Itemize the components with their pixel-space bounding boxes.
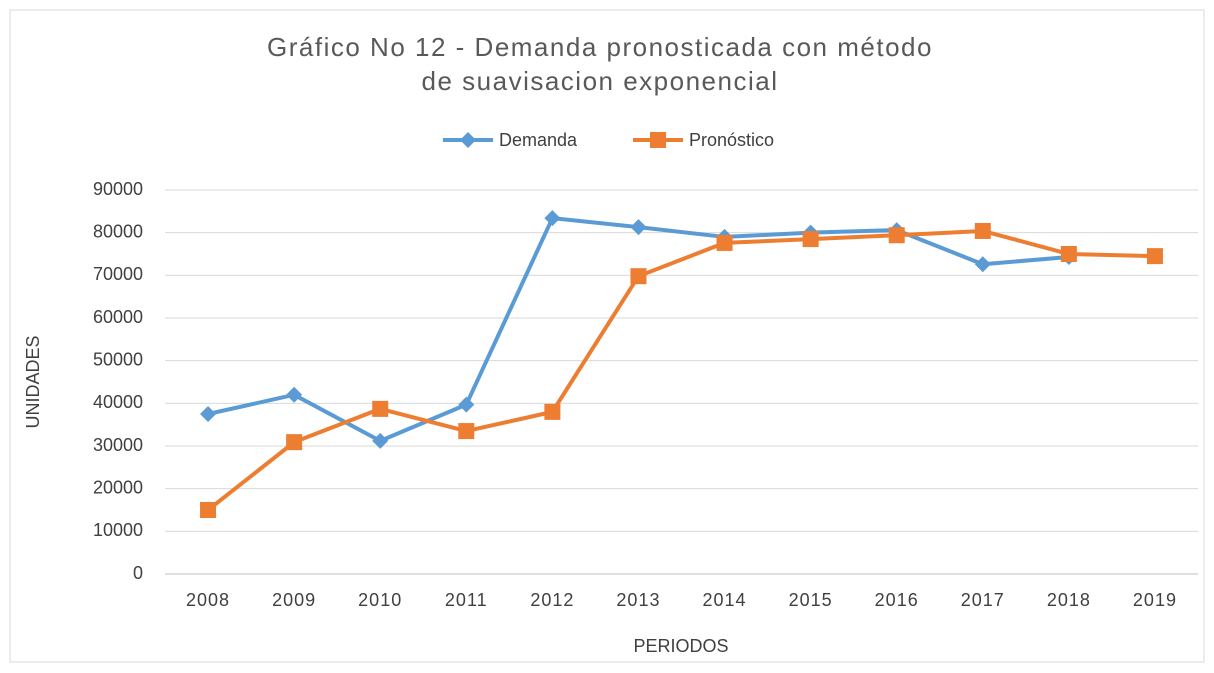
y-tick-label: 40000 (93, 392, 143, 412)
y-tick-label: 0 (133, 563, 143, 583)
data-point (974, 222, 991, 239)
chart-border (9, 9, 1205, 663)
data-point (630, 219, 647, 236)
data-point (372, 400, 389, 417)
data-point (802, 231, 819, 248)
x-tick-label: 2008 (186, 590, 230, 610)
data-point (716, 234, 733, 251)
y-tick-label: 20000 (93, 477, 143, 497)
x-tick-label: 2015 (789, 590, 833, 610)
chart-title: Gráfico No 12 - Demanda pronosticada con… (267, 32, 933, 96)
x-tick-label: 2011 (445, 590, 488, 610)
data-point (888, 227, 905, 244)
data-point (630, 268, 647, 285)
data-point (458, 423, 475, 440)
data-point (372, 432, 389, 449)
legend-marker (460, 132, 476, 148)
legend-label: Demanda (499, 130, 578, 150)
y-axis-label: UNIDADES (23, 335, 43, 428)
data-point (1060, 246, 1077, 262)
data-point (458, 396, 475, 413)
y-tick-label: 70000 (93, 264, 143, 284)
legend-marker (650, 132, 666, 148)
data-point (286, 386, 303, 403)
y-tick-label: 90000 (93, 179, 143, 199)
data-point (286, 434, 303, 451)
data-point (974, 256, 991, 273)
data-point (544, 210, 561, 227)
x-tick-label: 2012 (530, 590, 574, 610)
x-axis-label: PERIODOS (633, 636, 728, 656)
y-tick-label: 80000 (93, 221, 143, 241)
x-tick-label: 2013 (616, 590, 660, 610)
data-point (200, 406, 217, 422)
data-point (544, 403, 561, 420)
data-point (200, 502, 217, 518)
x-tick-label: 2016 (875, 590, 919, 610)
y-tick-label: 10000 (93, 520, 143, 540)
y-tick-label: 50000 (93, 349, 143, 369)
x-tick-label: 2014 (703, 590, 747, 610)
x-tick-label: 2010 (358, 590, 402, 610)
x-tick-label: 2009 (272, 590, 316, 610)
x-tick-label: 2019 (1133, 590, 1177, 610)
y-tick-label: 30000 (93, 435, 143, 455)
series-line (206, 228, 1156, 512)
x-tick-label: 2017 (961, 590, 1005, 610)
x-tick-label: 2018 (1047, 590, 1091, 610)
y-tick-label: 60000 (93, 307, 143, 327)
legend-label: Pronóstico (689, 130, 774, 150)
data-point (1146, 248, 1163, 265)
